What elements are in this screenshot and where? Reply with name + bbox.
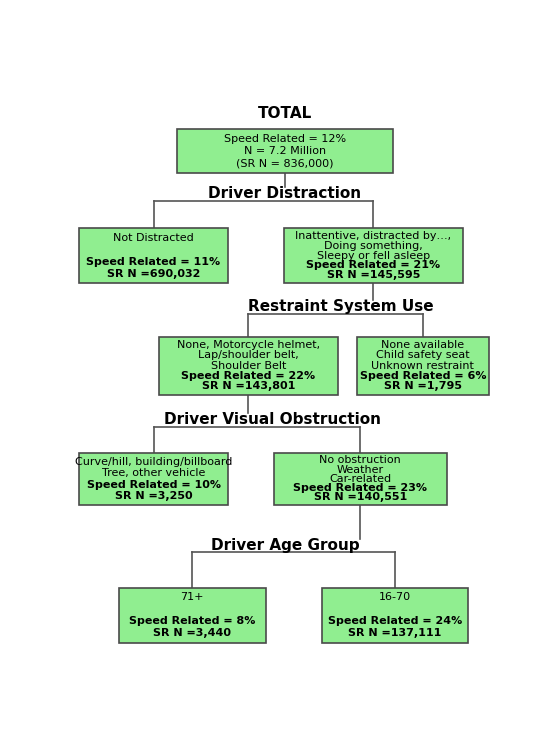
Text: No obstruction: No obstruction [320, 456, 401, 465]
Text: Speed Related = 11%: Speed Related = 11% [87, 257, 221, 267]
Text: Speed Related = 23%: Speed Related = 23% [294, 483, 428, 493]
Text: Speed Related = 6%: Speed Related = 6% [360, 371, 486, 381]
FancyBboxPatch shape [79, 453, 228, 505]
Text: Unknown restraint: Unknown restraint [371, 361, 474, 370]
Text: SR N =3,440: SR N =3,440 [153, 628, 231, 638]
Text: 71+: 71+ [181, 592, 204, 602]
Text: Curve/hill, building/billboard: Curve/hill, building/billboard [75, 457, 232, 467]
Text: Speed Related = 12%: Speed Related = 12% [224, 134, 346, 144]
FancyBboxPatch shape [177, 130, 393, 173]
Text: SR N =690,032: SR N =690,032 [107, 269, 200, 279]
Text: SR N =1,795: SR N =1,795 [384, 382, 462, 392]
FancyBboxPatch shape [119, 587, 266, 642]
Text: None available: None available [381, 340, 464, 350]
Text: Inattentive, distracted by…,: Inattentive, distracted by…, [295, 231, 451, 241]
Text: Restraint System Use: Restraint System Use [248, 299, 434, 314]
Text: Shoulder Belt: Shoulder Belt [211, 361, 286, 370]
Text: Speed Related = 22%: Speed Related = 22% [181, 371, 315, 381]
Text: Speed Related = 24%: Speed Related = 24% [327, 616, 462, 626]
Text: Speed Related = 10%: Speed Related = 10% [87, 480, 221, 489]
Text: N = 7.2 Million: N = 7.2 Million [244, 146, 326, 156]
Text: Speed Related = 8%: Speed Related = 8% [129, 616, 256, 626]
Text: SR N =3,250: SR N =3,250 [115, 491, 192, 501]
Text: Sleepy or fell asleep: Sleepy or fell asleep [317, 251, 430, 261]
FancyBboxPatch shape [284, 228, 463, 283]
Text: None, Motorcycle helmet,: None, Motorcycle helmet, [177, 340, 320, 350]
FancyBboxPatch shape [274, 453, 446, 505]
Text: Weather: Weather [337, 465, 384, 474]
Text: Car-related: Car-related [329, 474, 391, 484]
Text: SR N =140,551: SR N =140,551 [314, 492, 407, 502]
Text: Not Distracted: Not Distracted [113, 233, 194, 242]
Text: Speed Related = 21%: Speed Related = 21% [306, 261, 440, 270]
Text: Driver Distraction: Driver Distraction [208, 186, 361, 201]
Text: SR N =143,801: SR N =143,801 [202, 382, 295, 392]
Text: (SR N = 836,000): (SR N = 836,000) [236, 158, 334, 169]
Text: Driver Age Group: Driver Age Group [211, 538, 359, 553]
FancyBboxPatch shape [321, 587, 468, 642]
Text: 16-70: 16-70 [379, 592, 411, 602]
FancyBboxPatch shape [79, 228, 228, 283]
FancyBboxPatch shape [159, 337, 337, 395]
Text: SR N =137,111: SR N =137,111 [348, 628, 441, 638]
Text: Tree, other vehicle: Tree, other vehicle [102, 468, 205, 478]
Text: TOTAL: TOTAL [258, 106, 312, 121]
Text: Child safety seat: Child safety seat [376, 350, 470, 361]
Text: Driver Visual Obstruction: Driver Visual Obstruction [163, 412, 380, 427]
Text: Doing something,: Doing something, [324, 241, 423, 251]
Text: SR N =145,595: SR N =145,595 [326, 270, 420, 280]
Text: Lap/shoulder belt,: Lap/shoulder belt, [198, 350, 299, 361]
FancyBboxPatch shape [357, 337, 489, 395]
